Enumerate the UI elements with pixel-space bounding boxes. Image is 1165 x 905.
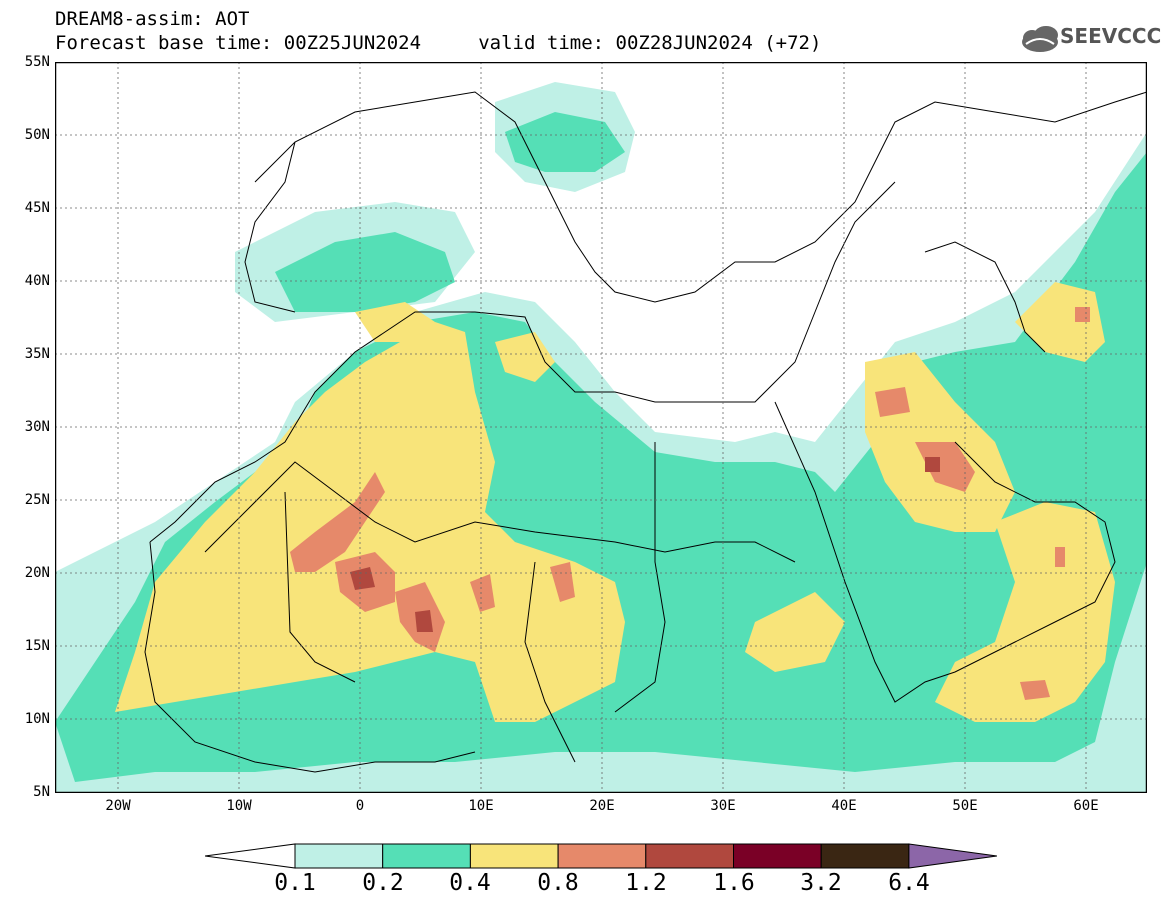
aot-0.4-0.8 [115, 282, 1115, 722]
y-tick-35n: 35N [24, 346, 50, 362]
cb-label-1.6: 1.6 [713, 870, 755, 896]
coastlines [144, 91, 1147, 773]
y-tick-55n: 55N [24, 54, 50, 70]
seevccc-logo: SEEVCCC [1060, 24, 1162, 48]
y-tick-20n: 20N [24, 565, 50, 581]
y-tick-30n: 30N [24, 419, 50, 435]
colorbar-box-2 [382, 843, 471, 869]
y-tick-15n: 15N [24, 638, 50, 654]
x-tick-50e: 50E [952, 798, 978, 814]
x-tick-20e: 20E [589, 798, 615, 814]
x-tick-10e: 10E [468, 798, 494, 814]
cloud-icon [1022, 26, 1058, 52]
colorbar-box-7 [820, 843, 910, 869]
x-tick-60e: 60E [1073, 798, 1099, 814]
grid [55, 62, 1147, 793]
x-tick-30e: 30E [710, 798, 736, 814]
cb-label-6.4: 6.4 [888, 870, 930, 896]
cb-label-1.2: 1.2 [625, 870, 667, 896]
y-tick-40n: 40N [24, 273, 50, 289]
colorbar-box-1 [294, 843, 384, 869]
cb-label-0.1: 0.1 [274, 870, 316, 896]
y-tick-50n: 50N [24, 127, 50, 143]
y-tick-5n: 5N [33, 784, 50, 800]
x-tick-20w: 20W [105, 798, 131, 814]
colorbar-low-triangle [205, 843, 296, 869]
colorbar-box-3 [469, 843, 559, 869]
x-tick-0: 0 [355, 798, 365, 814]
cb-label-0.2: 0.2 [362, 870, 404, 896]
title-line-2: Forecast base time: 00Z25JUN2024 valid t… [55, 32, 822, 54]
cb-label-3.2: 3.2 [800, 870, 842, 896]
cb-label-0.8: 0.8 [537, 870, 579, 896]
colorbar-box-6 [733, 843, 822, 869]
title-line-1: DREAM8-assim: AOT [55, 8, 250, 30]
colorbar-box-4 [557, 843, 647, 869]
y-tick-10n: 10N [24, 711, 50, 727]
x-tick-40e: 40E [831, 798, 857, 814]
colorbar-high-triangle [908, 843, 997, 869]
x-tick-10w: 10W [226, 798, 252, 814]
cb-label-0.4: 0.4 [449, 870, 491, 896]
colorbar [205, 843, 997, 869]
colorbar-box-5 [645, 843, 734, 869]
y-tick-25n: 25N [24, 492, 50, 508]
aot-map [55, 62, 1147, 793]
y-tick-45n: 45N [24, 200, 50, 216]
